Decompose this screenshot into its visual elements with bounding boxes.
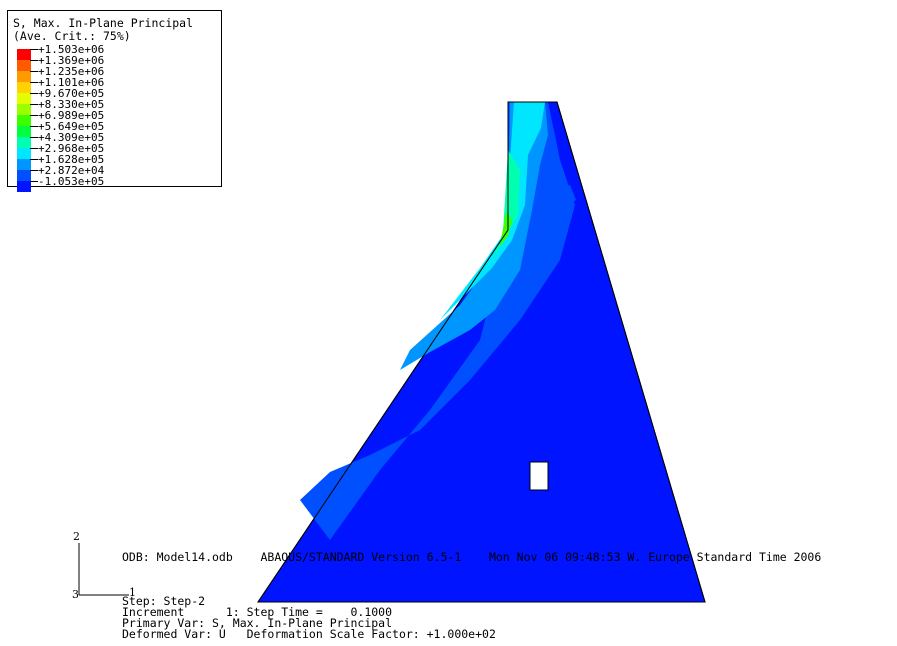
deformed-var-line: Deformed Var: U Deformation Scale Factor… <box>122 627 496 641</box>
legend-tick-label: +1.503e+06 <box>38 43 105 56</box>
legend-tick-label: +9.670e+05 <box>38 87 105 100</box>
legend-swatch <box>17 93 31 104</box>
legend-tick-mark <box>30 159 38 160</box>
legend-swatch <box>17 181 31 192</box>
odb-info-line: ODB: Model14.odb ABAQUS/STANDARD Version… <box>122 550 822 564</box>
legend-tick-mark <box>30 104 38 105</box>
contour-band-light-blue <box>440 102 545 320</box>
legend-swatch <box>17 104 31 115</box>
legend-tick-mark <box>30 181 38 182</box>
legend-color-bar <box>17 49 31 192</box>
legend-tick-label: +2.872e+04 <box>38 164 105 177</box>
step-line: Step: Step-2 <box>122 594 206 608</box>
legend-tick-mark <box>30 93 38 94</box>
legend-swatch <box>17 148 31 159</box>
legend-tick-mark <box>30 115 38 116</box>
gallery-opening <box>529 461 549 491</box>
legend-tick-mark <box>30 82 38 83</box>
legend-swatch <box>17 49 31 60</box>
legend-swatch <box>17 170 31 181</box>
legend-tick-mark <box>30 148 38 149</box>
primary-var-line: Primary Var: S, Max. In-Plane Principal <box>122 616 393 630</box>
legend-swatch <box>17 71 31 82</box>
triad-label-3: 3 <box>72 588 79 601</box>
legend-tick-label: +1.101e+06 <box>38 76 105 89</box>
legend-tick-label: +6.989e+05 <box>38 109 105 122</box>
legend-title: S, Max. In-Plane Principal <box>13 16 194 30</box>
legend-tick-mark <box>30 49 38 50</box>
triad-label-1: 1 <box>129 586 136 599</box>
dam-outline <box>257 101 706 603</box>
legend-box: S, Max. In-Plane Principal (Ave. Crit.: … <box>7 10 222 192</box>
increment-line: Increment 1: Step Time = 0.1000 <box>122 605 393 619</box>
contour-band-mid-blue <box>370 102 548 430</box>
legend-tick-mark <box>30 71 38 72</box>
contour-band-cyan <box>492 150 520 262</box>
legend-tick-mark <box>30 60 38 61</box>
legend-tick-label: +4.309e+05 <box>38 131 105 144</box>
legend-swatch <box>17 159 31 170</box>
legend-tick-mark <box>30 170 38 171</box>
legend-swatch <box>17 115 31 126</box>
legend-swatch <box>17 60 31 71</box>
legend-tick-label: -1.053e+05 <box>38 175 105 188</box>
legend-tick-label: +1.628e+05 <box>38 153 105 166</box>
legend-swatch <box>17 126 31 137</box>
legend-tick-label: +5.649e+05 <box>38 120 105 133</box>
contour-band-blue <box>300 102 575 540</box>
legend-swatch <box>17 137 31 148</box>
legend-tick-mark <box>30 126 38 127</box>
legend-tick-label: +1.369e+06 <box>38 54 105 67</box>
contour-spot-blue <box>558 185 576 206</box>
legend-tick-label: +8.330e+05 <box>38 98 105 111</box>
legend-tick-label: +1.235e+06 <box>38 65 105 78</box>
legend-tick-label: +2.968e+05 <box>38 142 105 155</box>
triad-label-2: 2 <box>73 530 80 543</box>
legend-swatch <box>17 82 31 93</box>
legend-subtitle: (Ave. Crit.: 75%) <box>13 29 131 43</box>
legend-tick-mark <box>30 137 38 138</box>
